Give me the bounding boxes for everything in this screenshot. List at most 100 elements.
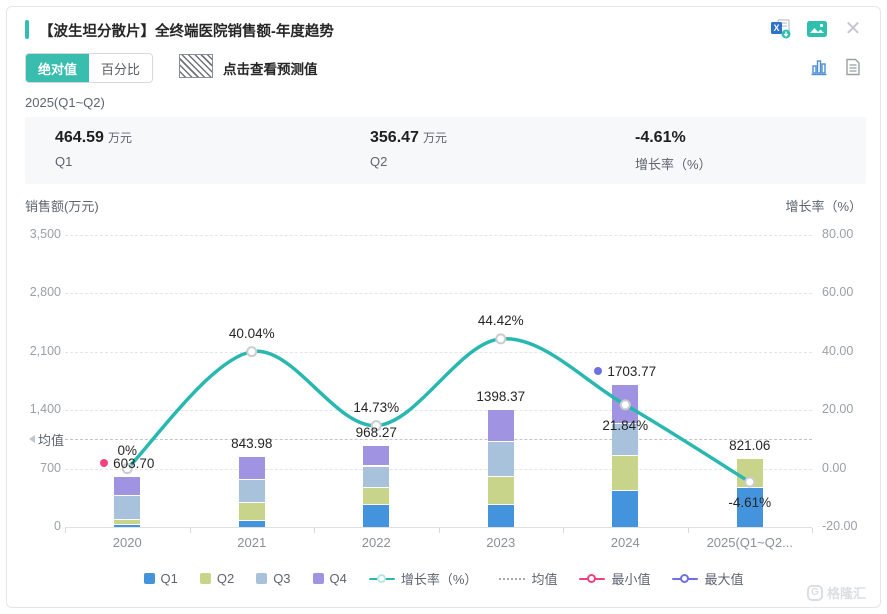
legend-swatch-icon <box>256 573 268 584</box>
left-axis-title: 销售额(万元) <box>25 199 99 214</box>
bar-segment-q1[interactable] <box>363 505 390 527</box>
legend-item-q3[interactable]: Q3 <box>256 571 291 586</box>
bar-segment-q1[interactable] <box>612 491 639 527</box>
x-axis-tickmark <box>189 528 191 533</box>
bar-segment-q1[interactable] <box>736 488 763 527</box>
legend-item-q2[interactable]: Q2 <box>199 571 234 586</box>
summary-stats-box: 464.59 万元 Q1 356.47 万元 Q2 -4.61% 增长率（%） <box>25 117 866 184</box>
value-mode-tabs: 绝对值 百分比 <box>25 53 154 83</box>
bar-chart-view-icon[interactable] <box>808 56 830 78</box>
bar-segment-q3[interactable] <box>487 441 514 477</box>
bar-segment-q3[interactable] <box>114 495 141 520</box>
legend-swatch-icon <box>199 573 211 584</box>
bar-segment-q1[interactable] <box>238 520 265 527</box>
gridline <box>65 293 812 295</box>
data-table-view-icon[interactable] <box>842 56 864 78</box>
x-axis-category-label: 2024 <box>610 535 640 550</box>
right-axis-tick-label: -20.00 <box>822 519 858 533</box>
bar-total-label: 1398.37 <box>476 389 526 405</box>
gridline <box>65 527 812 528</box>
bar-total-label: 603.70 <box>57 456 197 471</box>
stat-q2-value: 356.47 <box>370 129 419 146</box>
bar-segment-q2[interactable] <box>487 476 514 506</box>
bar-segment-q4[interactable] <box>114 476 141 496</box>
excel-export-icon[interactable]: X <box>770 18 792 40</box>
bar-segment-q4[interactable] <box>363 446 390 467</box>
svg-text:X: X <box>773 23 779 33</box>
growth-point-label: 44.42% <box>477 312 524 328</box>
bar-segment-q3[interactable] <box>363 466 390 489</box>
left-axis-tick-label: 0 <box>54 519 61 533</box>
x-axis-category-label: 2023 <box>486 535 516 550</box>
bar-segment-q2[interactable] <box>114 519 141 525</box>
growth-point-label: 0% <box>117 442 137 458</box>
bar-segment-q2[interactable] <box>238 503 265 521</box>
x-axis-tickmark <box>314 528 315 533</box>
bar-segment-q2[interactable] <box>736 458 763 489</box>
forecast-hint-label[interactable]: 点击查看预测值 <box>223 62 318 77</box>
title-accent-bar <box>25 20 29 39</box>
image-export-icon[interactable] <box>806 18 828 40</box>
close-icon[interactable]: ✕ <box>844 18 862 40</box>
legend-item-最小值[interactable]: 最小值 <box>579 569 650 588</box>
legend-dotted-icon <box>499 577 526 580</box>
legend-item-最大值[interactable]: 最大值 <box>672 569 743 588</box>
bar-total-label: 968.27 <box>355 425 397 441</box>
tab-absolute-value[interactable]: 绝对值 <box>26 54 90 82</box>
gridline <box>65 235 812 236</box>
growth-point-label: 40.04% <box>228 325 275 341</box>
x-axis-category-label: 2025(Q1~Q2... <box>706 535 793 550</box>
chart-legend: Q1 Q2 Q3 Q4 增长率（%） 均值 最小值 最大值 <box>7 569 880 588</box>
forecast-hatch-swatch[interactable] <box>179 54 213 78</box>
stat-q1-value: 464.59 <box>55 129 104 146</box>
legend-item-q4[interactable]: Q4 <box>312 571 347 586</box>
left-axis-tick-label: 3,500 <box>29 227 61 241</box>
growth-point-label: -4.61% <box>728 495 772 511</box>
x-axis-tickmark <box>65 528 66 533</box>
right-axis-tick-label: 60.00 <box>822 285 854 300</box>
x-axis-tickmark <box>687 528 689 533</box>
stat-q2: 356.47 万元 Q2 <box>370 129 447 169</box>
stat-q1: 464.59 万元 Q1 <box>55 129 132 169</box>
period-label: 2025(Q1~Q2) <box>25 95 105 110</box>
bar-segment-q4[interactable] <box>487 410 514 442</box>
bar-segment-q1[interactable] <box>114 524 141 527</box>
legend-swatch-icon <box>143 573 155 584</box>
right-axis-tick-label: 0.00 <box>822 460 847 475</box>
growth-point-marker[interactable] <box>495 333 507 345</box>
right-axis-title: 增长率（%） <box>785 199 862 214</box>
legend-ring-icon <box>672 573 699 584</box>
gridline <box>65 351 812 353</box>
watermark-logo-icon: G <box>806 584 823 601</box>
left-axis-tick-label: 700 <box>40 460 61 475</box>
growth-point-label: 21.84% <box>602 417 649 433</box>
min-value-dot <box>100 458 109 467</box>
watermark: G 格隆汇 <box>806 583 866 602</box>
legend-swatch-icon <box>312 573 324 584</box>
stat-growth-value: -4.61% <box>635 129 686 146</box>
bar-segment-q4[interactable] <box>238 456 265 480</box>
left-axis-tick-label: 2,100 <box>29 343 61 358</box>
x-axis-category-label: 2021 <box>237 535 267 550</box>
right-axis-tick-label: 40.00 <box>822 343 854 358</box>
x-axis-category-label: 2020 <box>112 535 142 550</box>
bar-total-label: 1703.77 <box>555 364 695 379</box>
bar-segment-q1[interactable] <box>487 505 514 527</box>
tab-percentage[interactable]: 百分比 <box>89 54 153 82</box>
stat-growth-label: 增长率（%） <box>635 157 712 172</box>
x-axis-tickmark <box>438 528 440 533</box>
x-axis-tickmark <box>812 528 813 533</box>
x-axis-tickmark <box>563 528 564 533</box>
x-axis-category-label: 2022 <box>361 535 391 550</box>
chart-card: 【波生坦分散片】全终端医院销售额-年度趋势 X ✕ 绝对值 百分比 <box>6 6 881 608</box>
right-axis-tick-label: 80.00 <box>822 227 854 241</box>
bar-segment-q2[interactable] <box>612 456 639 492</box>
gridline <box>65 410 812 412</box>
legend-item-增长率[interactable]: 增长率（%） <box>368 569 477 588</box>
legend-item-均值[interactable]: 均值 <box>499 569 557 588</box>
mean-line-label: 均值 <box>29 430 64 449</box>
watermark-text: 格隆汇 <box>826 586 866 601</box>
legend-item-q1[interactable]: Q1 <box>143 571 178 586</box>
bar-segment-q2[interactable] <box>363 488 390 506</box>
bar-segment-q3[interactable] <box>238 479 265 504</box>
